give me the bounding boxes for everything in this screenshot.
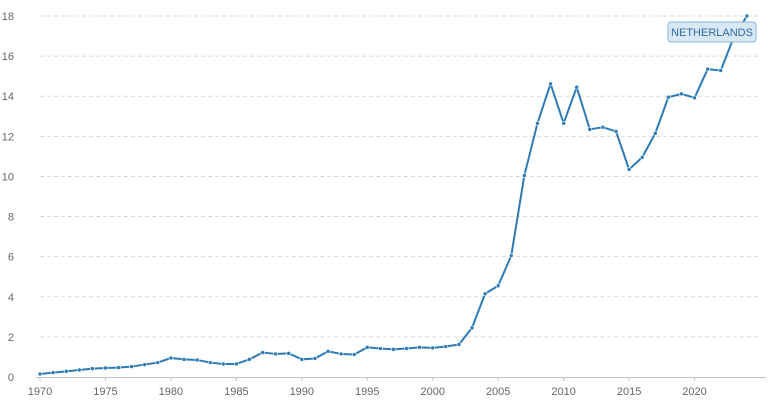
data-point[interactable]: 1972: 0.28 bbox=[63, 369, 69, 374]
x-tick-label: 1970 bbox=[28, 386, 52, 398]
y-tick-label: 4 bbox=[8, 292, 14, 304]
series-label: NETHERLANDS bbox=[667, 21, 757, 43]
data-point[interactable]: 1973: 0.35 bbox=[76, 367, 82, 373]
data-point[interactable]: 1994: 1.12 bbox=[351, 352, 357, 357]
x-tick-label: 2000 bbox=[420, 386, 444, 398]
data-point[interactable]: 1995: 1.48 bbox=[364, 345, 370, 350]
data-point[interactable]: 2013: 12.45 bbox=[600, 125, 606, 130]
data-point[interactable]: 1991: 0.92 bbox=[312, 356, 318, 361]
data-point[interactable]: 1987: 1.22 bbox=[260, 350, 265, 355]
data-point[interactable]: 1976: 0.47 bbox=[116, 365, 121, 370]
data-point[interactable]: 1999: 1.48 bbox=[417, 345, 422, 350]
data-point[interactable]: 2008: 12.65 bbox=[535, 120, 540, 126]
data-point[interactable]: 2006: 6.05 bbox=[508, 253, 514, 258]
series-layer bbox=[39, 15, 748, 375]
data-point[interactable]: 2003: 2.45 bbox=[469, 325, 475, 331]
data-point[interactable]: 1982: 0.85 bbox=[194, 357, 200, 363]
y-tick-label: 2 bbox=[8, 332, 14, 344]
x-tick-label: 2005 bbox=[486, 386, 510, 398]
data-point[interactable]: 2022: 15.28 bbox=[718, 68, 724, 73]
data-point[interactable]: 1981: 0.88 bbox=[181, 357, 187, 362]
points-layer: 1970: 0.15 1971: 0.22 1972: 0.28 1973: 0.35… bbox=[37, 13, 750, 377]
y-tick-label: 18 bbox=[2, 11, 14, 23]
data-point[interactable]: 2010: 12.65 bbox=[561, 120, 566, 126]
data-point[interactable]: 1985: 0.65 bbox=[234, 361, 239, 367]
y-tick-label: 14 bbox=[2, 91, 14, 103]
data-point[interactable]: 2024: 18 bbox=[744, 13, 750, 19]
x-tick-label: 1995 bbox=[355, 386, 379, 398]
x-tick-label: 2010 bbox=[551, 386, 575, 398]
x-tick-label: 2020 bbox=[682, 386, 706, 398]
data-point[interactable]: 2021: 15.35 bbox=[705, 66, 710, 72]
data-point[interactable]: 2001: 1.52 bbox=[443, 344, 449, 349]
x-tick-label: 1985 bbox=[224, 386, 248, 398]
data-point[interactable]: 2011: 14.45 bbox=[574, 84, 580, 90]
data-point[interactable]: 2015: 10.35 bbox=[626, 167, 632, 172]
data-point[interactable]: 2012: 12.35 bbox=[587, 127, 593, 132]
y-tick-label: 6 bbox=[8, 252, 14, 264]
data-point[interactable]: 1978: 0.62 bbox=[142, 362, 148, 367]
data-point[interactable]: 1974: 0.42 bbox=[90, 366, 95, 371]
data-point[interactable]: 2014: 12.25 bbox=[613, 129, 619, 134]
y-tick-label: 0 bbox=[8, 372, 14, 384]
data-point[interactable]: 1993: 1.15 bbox=[338, 351, 344, 357]
data-point[interactable]: 2018: 13.95 bbox=[666, 94, 671, 100]
data-point[interactable]: 1992: 1.28 bbox=[325, 349, 331, 354]
series-label-box bbox=[667, 21, 757, 43]
data-point[interactable]: 1971: 0.22 bbox=[50, 370, 56, 375]
data-point[interactable]: 2017: 12.15 bbox=[652, 131, 658, 136]
data-point[interactable]: 1975: 0.45 bbox=[103, 365, 108, 371]
data-point[interactable]: 1990: 0.88 bbox=[299, 357, 305, 362]
data-point[interactable]: 1998: 1.42 bbox=[404, 346, 409, 351]
data-point[interactable]: 2009: 14.62 bbox=[548, 81, 553, 87]
data-point[interactable]: 1989: 1.18 bbox=[286, 351, 292, 356]
x-tick-label: 1990 bbox=[290, 386, 314, 398]
data-point[interactable]: 1970: 0.15 bbox=[37, 371, 43, 377]
y-tick-label: 16 bbox=[2, 51, 14, 63]
data-point[interactable]: 1979: 0.72 bbox=[155, 360, 161, 365]
data-point[interactable]: 1997: 1.38 bbox=[391, 347, 396, 352]
x-tick-label: 1975 bbox=[93, 386, 117, 398]
series-label-text: NETHERLANDS bbox=[671, 27, 753, 39]
data-point[interactable]: 1977: 0.52 bbox=[129, 364, 134, 369]
data-point[interactable]: 2004: 4.15 bbox=[482, 291, 488, 297]
data-point[interactable]: 1986: 0.88 bbox=[247, 357, 252, 362]
data-point[interactable]: 2020: 13.92 bbox=[692, 95, 697, 101]
data-point[interactable]: 1980: 0.95 bbox=[168, 355, 174, 361]
data-point[interactable]: 2000: 1.45 bbox=[430, 345, 436, 351]
x-tick-label: 1980 bbox=[159, 386, 183, 398]
data-point[interactable]: 1984: 0.65 bbox=[220, 361, 226, 367]
y-tick-label: 8 bbox=[8, 212, 14, 224]
data-point[interactable]: 2019: 14.12 bbox=[679, 91, 684, 97]
axis-layer: 0 2 4 6 8 10 12 14 16 18 1970 1975 1980 1985 1990 1995 2… bbox=[2, 11, 766, 398]
grid-layer bbox=[40, 15, 760, 338]
data-point[interactable]: 2002: 1.62 bbox=[456, 342, 462, 347]
series-line-netherlands bbox=[39, 15, 748, 375]
data-point[interactable]: 2005: 4.55 bbox=[495, 283, 501, 289]
x-tick-label: 2015 bbox=[617, 386, 641, 398]
data-point[interactable]: 2007: 10.05 bbox=[522, 173, 527, 178]
y-tick-label: 10 bbox=[2, 171, 14, 183]
data-point[interactable]: 1988: 1.15 bbox=[273, 351, 278, 357]
data-point[interactable]: 1996: 1.42 bbox=[378, 346, 383, 351]
data-point[interactable]: 1983: 0.72 bbox=[207, 360, 213, 365]
y-tick-label: 12 bbox=[2, 131, 14, 143]
data-point[interactable]: 2016: 10.95 bbox=[639, 155, 645, 160]
